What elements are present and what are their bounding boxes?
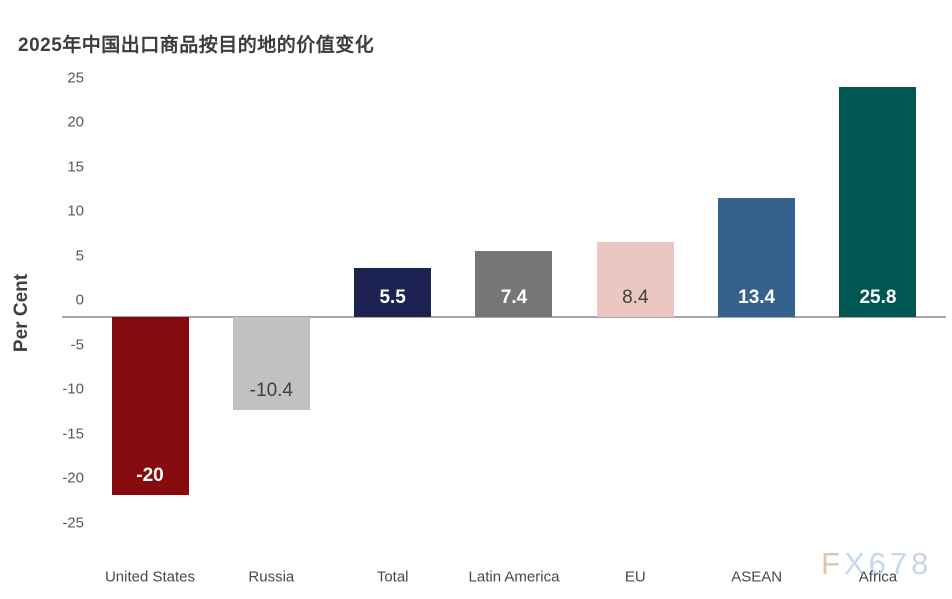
bar-value-label: -20 [136,465,164,486]
watermark-letter: 8 [911,546,933,581]
bar-africa [839,87,917,317]
bar-asean [718,197,796,317]
y-tick-label: -15 [62,425,84,442]
x-axis-label-russia: Russia [248,568,295,586]
bar-value-label: 5.5 [379,287,406,308]
bar-value-label: -10.4 [249,379,293,401]
y-tick-label: -10 [62,380,84,398]
x-axis-label-latin-america: Latin America [468,568,560,586]
watermark-letter: F [821,546,844,581]
watermark-letter: 7 [889,546,912,581]
y-tick-label: 5 [75,247,84,264]
y-tick-label: 0 [75,291,84,309]
x-axis-label-united-states: United States [104,568,196,586]
x-axis-label-total: Total [376,568,409,586]
bar-latin-america [475,251,553,317]
y-tick-label: 10 [67,202,84,220]
x-axis-label-asean: ASEAN [731,568,783,586]
bar-eu [596,242,674,317]
fx678-watermark: FX678 [821,546,932,582]
x-axis-zero-line [62,316,946,318]
y-tick-label: 20 [67,113,84,131]
bar-value-label: 13.4 [738,287,776,308]
y-tick-label: -25 [62,514,84,531]
x-axis-label-eu: EU [624,568,646,586]
bar-value-label: 8.4 [622,287,649,308]
y-tick-label: -20 [62,469,84,487]
chart-title: 2025年中国出口商品按目的地的价值变化 [18,35,375,56]
watermark-letter: X [843,546,869,581]
y-tick-label: 15 [67,158,84,175]
bar-russia [232,317,310,410]
bar-value-label: 25.8 [859,287,897,308]
y-tick-label: 25 [67,69,84,86]
watermark-letter: 6 [868,546,890,581]
y-tick-label: -5 [70,336,84,353]
x-axis-label-africa: Africa [858,568,898,586]
bar-united-states [111,317,189,495]
bar-value-label: 7.4 [500,287,528,308]
bar-total [354,268,432,317]
